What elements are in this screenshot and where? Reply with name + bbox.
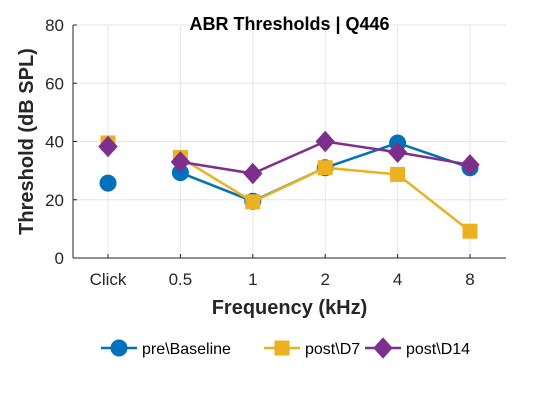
data-point-diamond [315, 130, 335, 153]
legend-label: pre\Baseline [142, 341, 231, 358]
data-point-square [462, 223, 478, 239]
series-circle [99, 134, 479, 210]
x-tick-label: 0.5 [169, 270, 193, 289]
grid-lines [73, 24, 506, 259]
data-point-square [390, 166, 406, 182]
data-point-diamond [460, 154, 480, 176]
y-tick-label: 60 [45, 74, 64, 93]
data-point-diamond [387, 141, 408, 164]
chart-title: ABR Thresholds | Q446 [189, 14, 389, 34]
axes: 0 20 40 60 80 Click 0.5 1 2 4 8 [45, 16, 506, 289]
legend: pre\Baseline post\D7 post\D14 [101, 337, 470, 359]
legend-label: post\D7 [305, 341, 360, 358]
legend-item: post\D7 [264, 340, 360, 358]
data-point-diamond [243, 162, 263, 185]
y-tick-label: 0 [55, 249, 64, 268]
series-diamond [98, 130, 480, 185]
legend-label: post\D14 [406, 341, 470, 358]
series-layer [98, 130, 480, 239]
x-tick-label: 8 [465, 270, 474, 289]
data-point-circle [99, 174, 117, 192]
data-point-circle [110, 339, 128, 357]
x-tick-label: 4 [393, 270, 402, 289]
data-point-diamond [98, 135, 118, 158]
y-tick-label: 20 [45, 191, 64, 210]
y-tick-label: 40 [45, 133, 64, 152]
y-tick-label: 80 [45, 16, 64, 35]
x-tick-label: 2 [320, 270, 329, 289]
legend-item: pre\Baseline [101, 339, 231, 358]
x-axis-label: Frequency (kHz) [212, 297, 368, 319]
data-point-square [245, 194, 261, 210]
data-point-square [274, 340, 290, 356]
x-tick-label: 1 [248, 270, 257, 289]
data-point-diamond [373, 337, 393, 359]
legend-item: post\D14 [365, 337, 470, 359]
y-axis-label: Threshold (dB SPL) [16, 48, 38, 235]
data-point-diamond [170, 151, 191, 173]
data-point-square [317, 160, 333, 176]
x-tick-label: Click [90, 270, 127, 289]
